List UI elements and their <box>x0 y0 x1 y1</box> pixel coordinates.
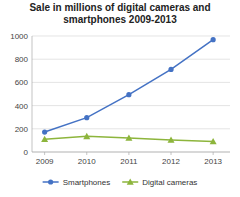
legend-item: Smartphones <box>43 178 111 187</box>
x-tick-label: 2012 <box>162 157 180 166</box>
title-line: smartphones 2009-2013 <box>63 14 177 25</box>
x-tick-label: 2011 <box>120 157 138 166</box>
data-point <box>83 133 90 139</box>
data-point <box>41 136 48 142</box>
legend-marker <box>127 179 134 185</box>
data-point <box>210 138 217 144</box>
grid-line <box>32 105 230 106</box>
x-tick <box>213 152 214 155</box>
y-axis-line <box>32 36 33 152</box>
x-tick <box>128 152 129 155</box>
title: Sale in millions of digital cameras ands… <box>29 2 210 25</box>
x-tick-label: 2009 <box>36 157 54 166</box>
legend-item: Digital cameras <box>122 178 197 187</box>
plot-area <box>41 37 217 144</box>
x-tick <box>86 152 87 155</box>
data-point <box>211 37 216 42</box>
series-line <box>45 40 214 132</box>
legend-label: Digital cameras <box>142 178 197 187</box>
y-tick-label: 1000 <box>10 32 28 41</box>
x-tick-label: 2013 <box>204 157 222 166</box>
data-point <box>84 115 89 120</box>
grid-line <box>32 152 230 153</box>
y-tick-label: 600 <box>15 78 29 87</box>
y-tick-label: 400 <box>15 102 29 111</box>
title-line: Sale in millions of digital cameras and <box>29 2 210 13</box>
data-point <box>168 137 175 143</box>
grid-line <box>32 128 230 129</box>
data-point <box>125 134 132 140</box>
x-tick-label: 2010 <box>78 157 96 166</box>
y-tick-label: 0 <box>24 148 29 157</box>
chart: Sale in millions of digital cameras ands… <box>0 0 240 197</box>
data-point <box>168 67 173 72</box>
legend-marker <box>48 179 53 184</box>
y-tick-label: 800 <box>15 55 29 64</box>
grid-line <box>32 82 230 83</box>
grid-line <box>32 59 230 60</box>
x-axis-line <box>32 152 230 153</box>
data-point <box>42 129 47 134</box>
grid-line <box>32 36 230 37</box>
legend: Smartphones Digital cameras <box>43 178 198 187</box>
y-tick-label: 200 <box>15 125 29 134</box>
x-tick <box>44 152 45 155</box>
data-point <box>126 92 131 97</box>
x-tick <box>171 152 172 155</box>
legend-label: Smartphones <box>63 178 111 187</box>
